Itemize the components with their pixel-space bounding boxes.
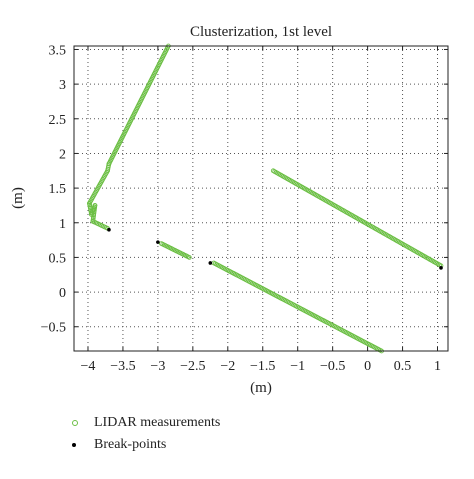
break-point bbox=[156, 240, 160, 244]
y-tick-label: 1 bbox=[59, 217, 66, 232]
y-tick-label: 2.5 bbox=[49, 113, 67, 128]
legend-item-break: Break-points bbox=[72, 434, 220, 456]
y-tick-label: 3 bbox=[59, 78, 66, 93]
break-point bbox=[439, 266, 443, 270]
x-tick-label: −2 bbox=[220, 359, 235, 374]
dot-marker-icon bbox=[72, 443, 94, 447]
y-tick-label: 0 bbox=[59, 286, 66, 301]
axis-ticks: −4 −3.5 −3 −2.5 −2 −1.5 −1 −0.5 0 0.5 1 −0.5 0 0.5 1 1.… bbox=[41, 43, 448, 374]
break-point bbox=[107, 227, 111, 232]
break-point bbox=[208, 261, 213, 265]
x-tick-label: −1.5 bbox=[250, 359, 275, 374]
x-tick-label: −1 bbox=[290, 359, 305, 374]
y-tick-label: 2 bbox=[59, 147, 66, 162]
legend-item-lidar: LIDAR measurements bbox=[72, 412, 220, 434]
open-circle-marker-icon bbox=[72, 420, 94, 426]
x-tick-label: 0 bbox=[364, 359, 371, 374]
chart-title: Clusterization, 1st level bbox=[190, 24, 332, 40]
plot-data bbox=[87, 43, 444, 354]
y-tick-label: 0.5 bbox=[49, 251, 67, 266]
legend-label-lidar: LIDAR measurements bbox=[94, 415, 221, 430]
legend: LIDAR measurements Break-points bbox=[72, 412, 220, 456]
y-axis-label: (m) bbox=[10, 187, 26, 209]
x-axis-label: (m) bbox=[250, 380, 272, 396]
x-tick-label: 1 bbox=[434, 359, 441, 374]
x-tick-label: −3 bbox=[150, 359, 165, 374]
x-tick-label: −0.5 bbox=[320, 359, 345, 374]
x-tick-label: −2.5 bbox=[180, 359, 205, 374]
y-tick-label: 1.5 bbox=[49, 182, 67, 197]
x-tick-label: −3.5 bbox=[110, 359, 135, 374]
y-tick-label: 3.5 bbox=[49, 43, 67, 58]
x-tick-label: 0.5 bbox=[394, 359, 412, 374]
x-tick-label: −4 bbox=[81, 359, 96, 374]
grid bbox=[74, 46, 448, 351]
plot-frame bbox=[73, 45, 449, 352]
lidar-point bbox=[186, 255, 192, 260]
legend-label-break: Break-points bbox=[94, 437, 167, 452]
y-tick-label: −0.5 bbox=[41, 321, 66, 336]
